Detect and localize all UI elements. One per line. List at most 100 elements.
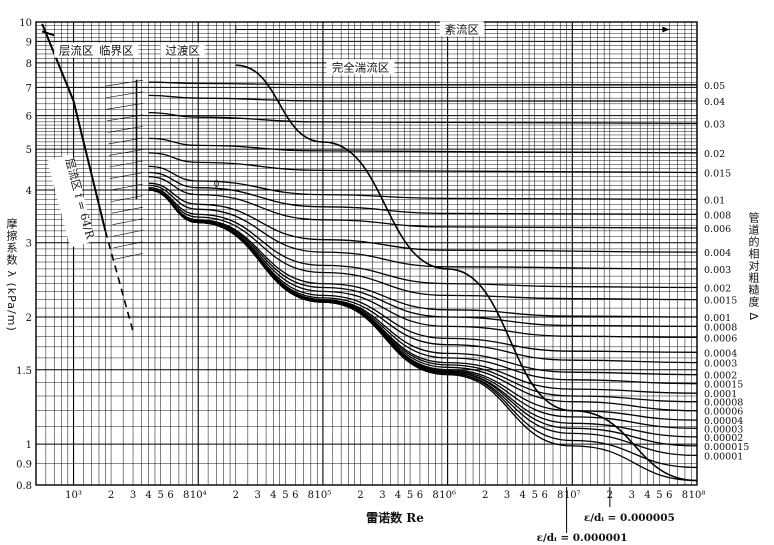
roughness-label: 0.00015 bbox=[704, 380, 743, 391]
friction-curve bbox=[148, 165, 698, 201]
roughness-label: 0.0006 bbox=[704, 333, 737, 344]
transition-hatch bbox=[111, 195, 143, 202]
x-tick-label: 6 bbox=[541, 490, 547, 501]
x-tick-label: 4 bbox=[145, 490, 151, 501]
y2-axis-label: 管道的相对粗糙度 Δ bbox=[747, 212, 760, 322]
region-label-box bbox=[160, 42, 205, 58]
y-tick-label: 4 bbox=[26, 186, 32, 197]
x-tick-label: 4 bbox=[270, 490, 276, 501]
y-tick-label: 0.9 bbox=[16, 459, 32, 470]
laminar-dashed-line bbox=[104, 230, 134, 332]
x-axis-label: 雷诺数 Re bbox=[366, 510, 424, 525]
y-tick-label: 7 bbox=[26, 83, 32, 94]
roughness-label: 0.002 bbox=[704, 283, 731, 294]
region-label: 临界区 bbox=[99, 44, 134, 58]
x-tick-label: 3 bbox=[379, 490, 385, 501]
friction-curve bbox=[148, 176, 698, 229]
roughness-label: 0.0004 bbox=[704, 348, 737, 359]
region-label-box bbox=[54, 42, 99, 58]
y-tick-label: 2 bbox=[26, 313, 32, 324]
x-tick-label: 10⁸ bbox=[689, 490, 706, 501]
region-label-box bbox=[326, 59, 395, 75]
roughness-label: 0.04 bbox=[704, 97, 725, 108]
transition-hatch bbox=[109, 160, 143, 168]
plot-frame bbox=[35, 21, 698, 486]
y-tick-label: 1 bbox=[26, 440, 32, 451]
x-tick-label: 4 bbox=[395, 490, 401, 501]
x-tick-label: 6 bbox=[292, 490, 298, 501]
annotations: ε/dᵢ = 0.000005 ε/dᵢ = 0.000001 bbox=[537, 487, 675, 544]
y-tick-label: 3 bbox=[26, 239, 32, 250]
x-tick-label: 8 bbox=[308, 490, 314, 501]
transition-hatch bbox=[110, 172, 143, 179]
friction-curve bbox=[148, 171, 698, 216]
y-tick-label: 6 bbox=[26, 112, 32, 123]
x-tick-label: 10⁵ bbox=[315, 490, 332, 501]
x-tick-label: 3 bbox=[130, 490, 136, 501]
roughness-label: 0.00008 bbox=[704, 398, 743, 409]
x-tick-label: 10⁷ bbox=[564, 490, 581, 501]
laminar-formula-box bbox=[47, 153, 96, 248]
friction-curve bbox=[148, 94, 697, 102]
x-tick-label: 4 bbox=[644, 490, 650, 501]
x-tick-label: 8 bbox=[183, 490, 189, 501]
laminar-boundary-line bbox=[41, 30, 55, 37]
y-tick-label: 1.5 bbox=[16, 366, 32, 377]
roughness-labels: 0.05 0.04 0.03 0.02 0.015 0.01 0.008 0.006 0.004… bbox=[704, 81, 749, 463]
x-tick-label: 10⁶ bbox=[439, 490, 456, 501]
y-tick-label: 5 bbox=[26, 145, 32, 156]
roughness-label: 0.008 bbox=[704, 210, 731, 221]
turbulence-arrow-head bbox=[662, 26, 670, 33]
roughness-label: 0.00003 bbox=[704, 424, 743, 435]
laminar-line bbox=[41, 23, 107, 232]
x-tick-label: 2 bbox=[233, 490, 239, 501]
friction-curve bbox=[148, 182, 698, 253]
friction-curve bbox=[148, 188, 698, 301]
turbulence-boundary-line bbox=[235, 64, 698, 482]
x-tick-label: 5 bbox=[656, 490, 662, 501]
x-tick-label: 3 bbox=[255, 490, 261, 501]
x-tick-label: 5 bbox=[532, 490, 538, 501]
y-axis-label: 摩擦系数 λ (kPa/m) bbox=[5, 218, 18, 332]
transition-hatch bbox=[111, 206, 143, 214]
x-tick-label: 8 bbox=[682, 490, 688, 501]
annotation-label: ε/dᵢ = 0.000001 bbox=[537, 532, 628, 544]
transition-hatch bbox=[114, 253, 143, 260]
friction-curve bbox=[148, 152, 698, 174]
x-tick-label: 10⁴ bbox=[190, 490, 207, 501]
y-tick-label: 8 bbox=[26, 59, 32, 70]
roughness-label: 0.01 bbox=[704, 195, 725, 206]
roughness-label: 0.000015 bbox=[704, 442, 749, 453]
roughness-label: 0.00001 bbox=[704, 451, 743, 462]
x-tick-label: 6 bbox=[666, 490, 672, 501]
roughness-label: 0.0002 bbox=[704, 371, 737, 382]
region-label: 紊流区 bbox=[445, 22, 480, 36]
transition-hatch bbox=[113, 241, 143, 249]
region-label: 完全湍流区 bbox=[332, 61, 390, 75]
roughness-label: 0.00006 bbox=[704, 407, 743, 418]
roughness-label: 0.0003 bbox=[704, 359, 737, 370]
roughness-label: 0.0008 bbox=[704, 322, 737, 333]
transition-hatch bbox=[113, 229, 143, 237]
x-tick-labels: 10³23456810⁴23456810⁵23456810⁶23456810⁷2… bbox=[65, 490, 705, 501]
friction-curve bbox=[148, 81, 697, 86]
transition-hatch bbox=[110, 183, 143, 191]
friction-curve bbox=[148, 111, 698, 125]
roughness-label: 0.0001 bbox=[704, 389, 737, 400]
x-tick-label: 2 bbox=[108, 490, 114, 501]
x-tick-label: 10³ bbox=[65, 490, 82, 501]
region-label-box bbox=[439, 21, 484, 37]
x-tick-label: 3 bbox=[629, 490, 635, 501]
friction-curve bbox=[148, 137, 698, 154]
roughness-label: 0.001 bbox=[704, 313, 731, 324]
x-tick-label: 5 bbox=[158, 490, 164, 501]
friction-curve bbox=[148, 189, 698, 318]
roughness-label: 0.03 bbox=[704, 119, 725, 130]
roughness-label: 0.00002 bbox=[704, 433, 743, 444]
x-tick-label: 8 bbox=[557, 490, 563, 501]
x-tick-label: 3 bbox=[504, 490, 510, 501]
x-tick-label: 6 bbox=[417, 490, 423, 501]
region-label-box bbox=[94, 42, 139, 58]
transition-hatch bbox=[112, 218, 143, 226]
